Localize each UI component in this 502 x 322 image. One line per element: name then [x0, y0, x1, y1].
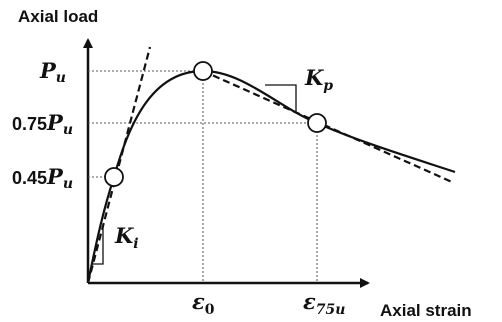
ki-tangent-line [86, 46, 152, 284]
label-eps0: ε0 [192, 289, 215, 318]
label-kp: Kp [304, 65, 333, 94]
x-axis-title: Axial strain [380, 301, 472, 320]
ki-slope-triangle [93, 226, 104, 265]
point-045pu [104, 167, 124, 187]
label-eps75u: ε75u [303, 289, 345, 318]
y-axis-title: Axial load [18, 7, 98, 26]
point-075pu [307, 113, 327, 133]
label-ki: Ki [114, 223, 139, 252]
point-peak [193, 61, 213, 81]
label-pu: Pu [39, 58, 66, 86]
kp-slope-triangle [265, 84, 297, 112]
label-075pu: 0.75Pu [12, 110, 73, 138]
load-strain-curve [86, 69, 456, 284]
label-045pu: 0.45Pu [12, 164, 73, 192]
